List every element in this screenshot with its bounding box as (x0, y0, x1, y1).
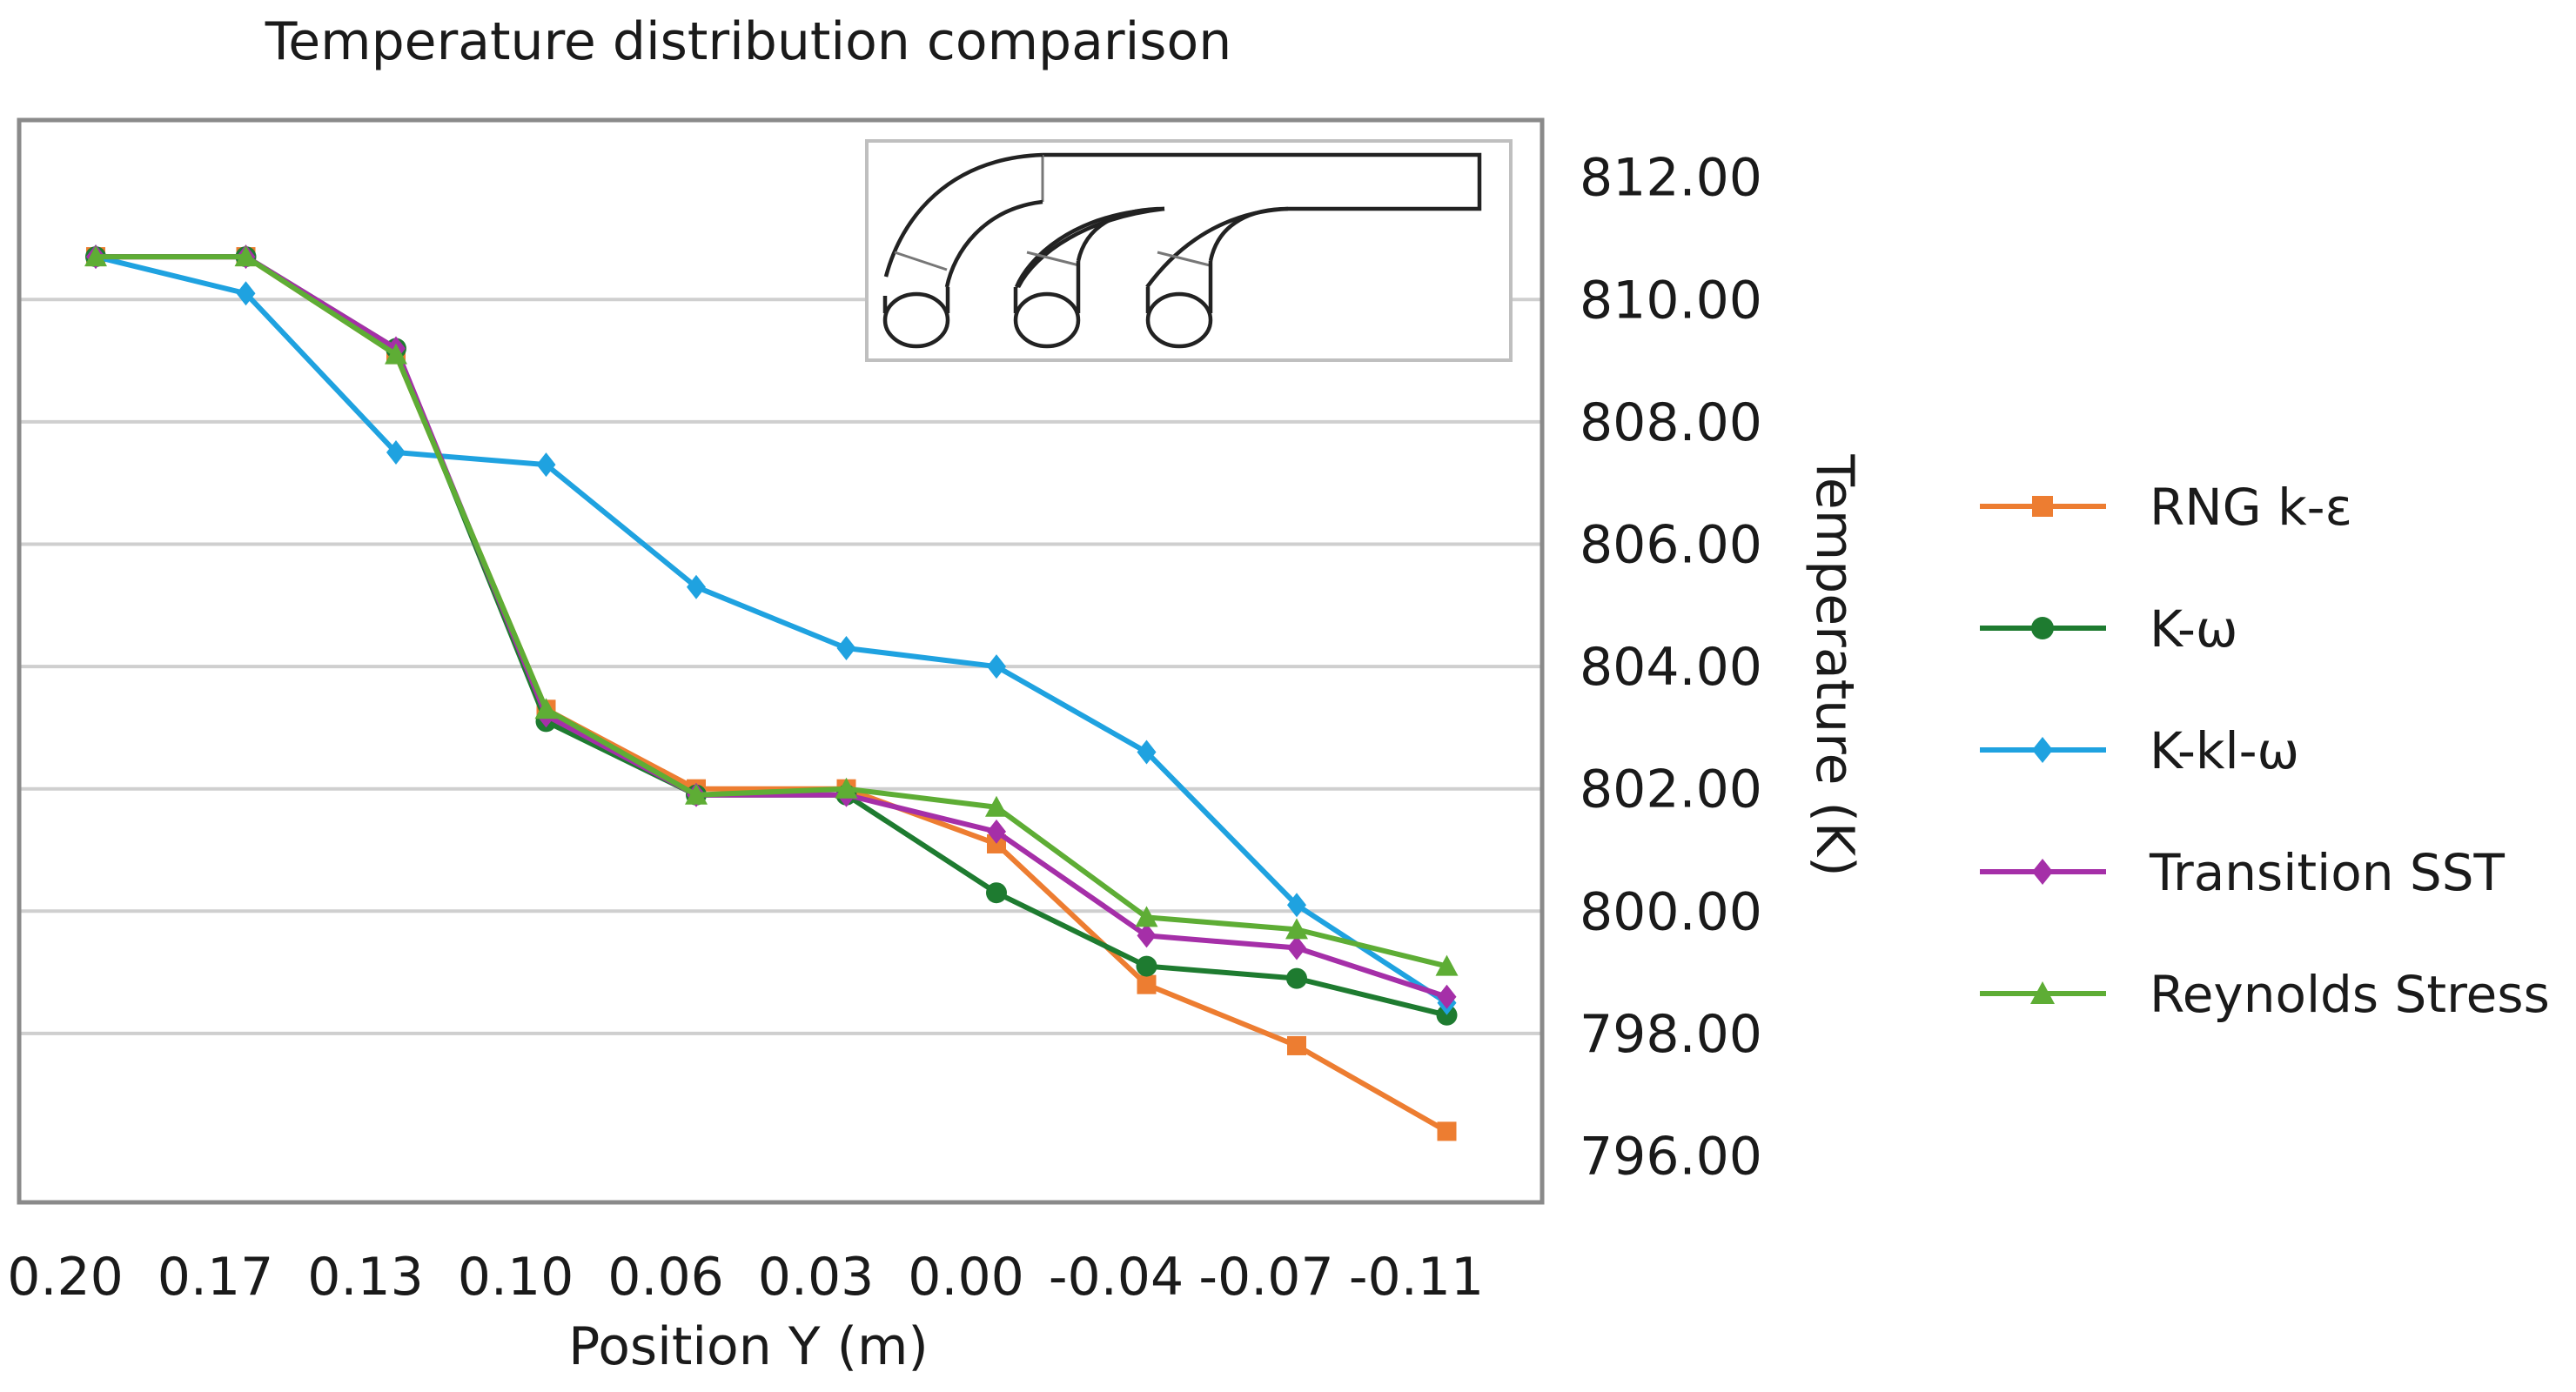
legend-marker (2031, 617, 2054, 639)
x-tick-label: 0.06 (607, 1247, 724, 1308)
legend-marker (2032, 737, 2053, 763)
legend-label: K-ω (2150, 599, 2237, 659)
legend: RNG k-ε K-ω K-kl-ω Transition SST Reynolds S… (1980, 478, 2550, 1024)
legend-item: RNG k-ε (1980, 478, 2352, 537)
data-point (1137, 923, 1157, 948)
legend-marker (2032, 496, 2053, 517)
y-tick-label: 798.00 (1580, 1004, 1762, 1065)
data-point (1287, 935, 1306, 960)
data-point (685, 783, 708, 805)
data-point (234, 245, 258, 267)
data-point (835, 777, 858, 799)
data-point (536, 452, 556, 478)
y-tick-label: 808.00 (1580, 392, 1762, 453)
legend-label: RNG k-ε (2150, 478, 2352, 537)
data-point (836, 636, 856, 661)
legend-marker (2030, 981, 2055, 1004)
data-point (1135, 906, 1158, 927)
data-point (1136, 955, 1157, 977)
data-point (1435, 954, 1459, 976)
series-line (96, 254, 1448, 969)
data-point (987, 819, 1006, 844)
data-point (385, 343, 407, 365)
series-line (96, 254, 1448, 1018)
x-tick-label: 0.03 (758, 1247, 875, 1308)
y-tick-label: 806.00 (1580, 515, 1762, 576)
series-line (95, 254, 1449, 1006)
x-axis-title: Position Y (m) (568, 1316, 929, 1377)
data-point (1436, 1004, 1458, 1026)
legend-item: Transition SST (1980, 843, 2506, 902)
legend-label: K-kl-ω (2150, 721, 2299, 780)
data-point (1437, 1121, 1457, 1141)
x-tick-label: -0.07 (1198, 1247, 1333, 1308)
legend-label: Transition SST (2149, 843, 2506, 902)
x-tick-label: -0.11 (1349, 1247, 1484, 1308)
series-1 (85, 246, 1458, 1026)
data-point (84, 245, 107, 267)
data-point (687, 574, 706, 599)
data-point (986, 882, 1007, 904)
y-tick-label: 796.00 (1580, 1127, 1762, 1188)
y-tick-label: 804.00 (1580, 637, 1762, 698)
data-point (1137, 740, 1157, 765)
data-point (386, 440, 406, 465)
data-point (236, 281, 256, 306)
y-tick-label: 810.00 (1580, 270, 1762, 331)
data-point (1287, 1035, 1306, 1055)
y-tick-label: 812.00 (1580, 148, 1762, 209)
legend-label: Reynolds Stress (2150, 965, 2550, 1024)
data-point (534, 698, 558, 719)
x-tick-label: 0.17 (158, 1247, 274, 1308)
data-point (987, 654, 1006, 679)
series-line (96, 254, 1448, 1000)
y-axis-title: Temperature (K) (1804, 453, 1865, 876)
x-tick-label: 0.20 (7, 1247, 124, 1308)
data-point (987, 833, 1006, 853)
plot-frame (17, 117, 1545, 1205)
y-axis-ticks: 812.00 810.00 808.00 806.00 804.00 802.00 800.… (1580, 148, 1762, 1188)
data-point (1286, 967, 1307, 989)
chart-title: Temperature distribution comparison (265, 11, 1231, 72)
data-point (1437, 984, 1457, 1009)
gridlines (19, 298, 1542, 1035)
legend-item: K-kl-ω (1980, 721, 2299, 780)
x-tick-label: 0.10 (458, 1247, 574, 1308)
data-point (1285, 918, 1308, 940)
y-tick-label: 802.00 (1580, 760, 1762, 820)
legend-marker (2032, 859, 2053, 885)
series-0 (86, 247, 1457, 1141)
data-point (1137, 974, 1157, 994)
series-layer (84, 244, 1459, 1141)
series-4 (84, 245, 1459, 976)
x-axis-ticks: 0.20 0.17 0.13 0.10 0.06 0.03 0.00 -0.04 -0.07 -0… (7, 1247, 1484, 1308)
data-point (985, 795, 1008, 817)
x-tick-label: -0.04 (1049, 1247, 1184, 1308)
geometry-inset (865, 139, 1513, 362)
y-tick-label: 800.00 (1580, 881, 1762, 942)
legend-item: Reynolds Stress (1980, 965, 2550, 1024)
x-tick-label: 0.13 (307, 1247, 424, 1308)
x-tick-label: 0.00 (908, 1247, 1024, 1308)
data-point (1287, 893, 1306, 918)
series-line (96, 254, 1448, 1134)
legend-item: K-ω (1980, 599, 2237, 659)
